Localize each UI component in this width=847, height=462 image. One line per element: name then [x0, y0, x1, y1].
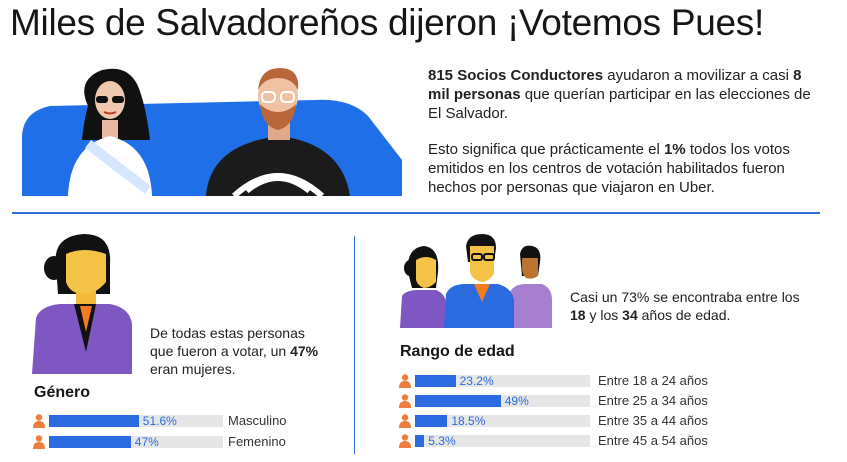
woman-passenger-figure [68, 68, 152, 196]
age-bar-label: Entre 25 a 34 años [598, 393, 708, 408]
age-bar-value: 18.5% [451, 414, 486, 428]
person-icon [399, 394, 411, 408]
age-bar-track: 23.2% [415, 374, 590, 388]
person-icon [399, 434, 411, 448]
age-bar-track: 18.5% [415, 414, 590, 428]
person-icon [33, 435, 45, 449]
gender-bar-label: Femenino [228, 434, 286, 449]
intro-paragraph-2: Esto significa que prácticamente el 1% t… [428, 140, 820, 197]
man-driver-figure [206, 68, 350, 196]
age-bar-fill [415, 395, 501, 407]
gender-bar-label: Masculino [228, 413, 287, 428]
age-bar-fill [415, 435, 425, 447]
section-divider [12, 212, 820, 214]
women-percent: 47% [290, 343, 319, 359]
age-text: años de edad. [637, 307, 731, 323]
vote-percent: 1% [663, 141, 686, 158]
gender-text: eran mujeres. [150, 361, 236, 377]
drivers-count: 815 Socios Conductores [428, 67, 604, 84]
age-bar-track: 5.3% [415, 434, 590, 448]
gender-bar-track: 47% [49, 435, 223, 449]
gender-bar-track: 51.6% [49, 414, 223, 428]
age-bar-label: Entre 35 a 44 años [598, 413, 708, 428]
woman-figure-illustration [32, 234, 132, 374]
age-text: Casi un 73% se encontraba entre los [570, 289, 800, 305]
gender-heading: Género [34, 384, 91, 401]
person-icon [33, 414, 45, 428]
column-divider [354, 236, 355, 454]
gender-bar-fill [49, 436, 131, 448]
age-bar-value: 49% [504, 394, 529, 408]
age-bar-label: Entre 45 a 54 años [598, 433, 708, 448]
gender-bar-value: 51.6% [142, 414, 177, 428]
intro-paragraph-1: 815 Socios Conductores ayudaron a movili… [428, 66, 820, 123]
car-illustration [22, 68, 402, 196]
gender-summary: De todas estas personas que fueron a vot… [150, 324, 325, 378]
age-bar-label: Entre 18 a 24 años [598, 373, 708, 388]
age-bar-track: 49% [415, 394, 590, 408]
gender-text: De todas estas personas que fueron a vot… [150, 325, 305, 359]
age-max: 34 [622, 307, 638, 323]
age-heading: Rango de edad [400, 343, 515, 360]
group-figures-illustration [400, 234, 552, 328]
age-bar-fill [415, 375, 456, 387]
person-icon [399, 414, 411, 428]
intro-text: Esto significa que prácticamente el [428, 141, 664, 158]
intro-text: todos los votos emitidos en los centros … [428, 141, 790, 196]
gender-bar-value: 47% [134, 435, 159, 449]
age-min: 18 [570, 307, 586, 323]
age-bar-value: 5.3% [428, 434, 456, 448]
age-bar-fill [415, 415, 448, 427]
intro-text: ayudaron a movilizar a casi [603, 67, 794, 84]
person-icon [399, 374, 411, 388]
people-count: 8 mil personas [428, 67, 802, 103]
gender-bar-fill [49, 415, 139, 427]
page-title: Miles de Salvadoreños dijeron ¡Votemos P… [10, 2, 764, 43]
intro-text: que querían participar en las elecciones… [428, 86, 811, 122]
age-text: y los [585, 307, 623, 323]
age-summary: Casi un 73% se encontraba entre los 18 y… [570, 288, 800, 324]
age-bar-value: 23.2% [459, 374, 494, 388]
